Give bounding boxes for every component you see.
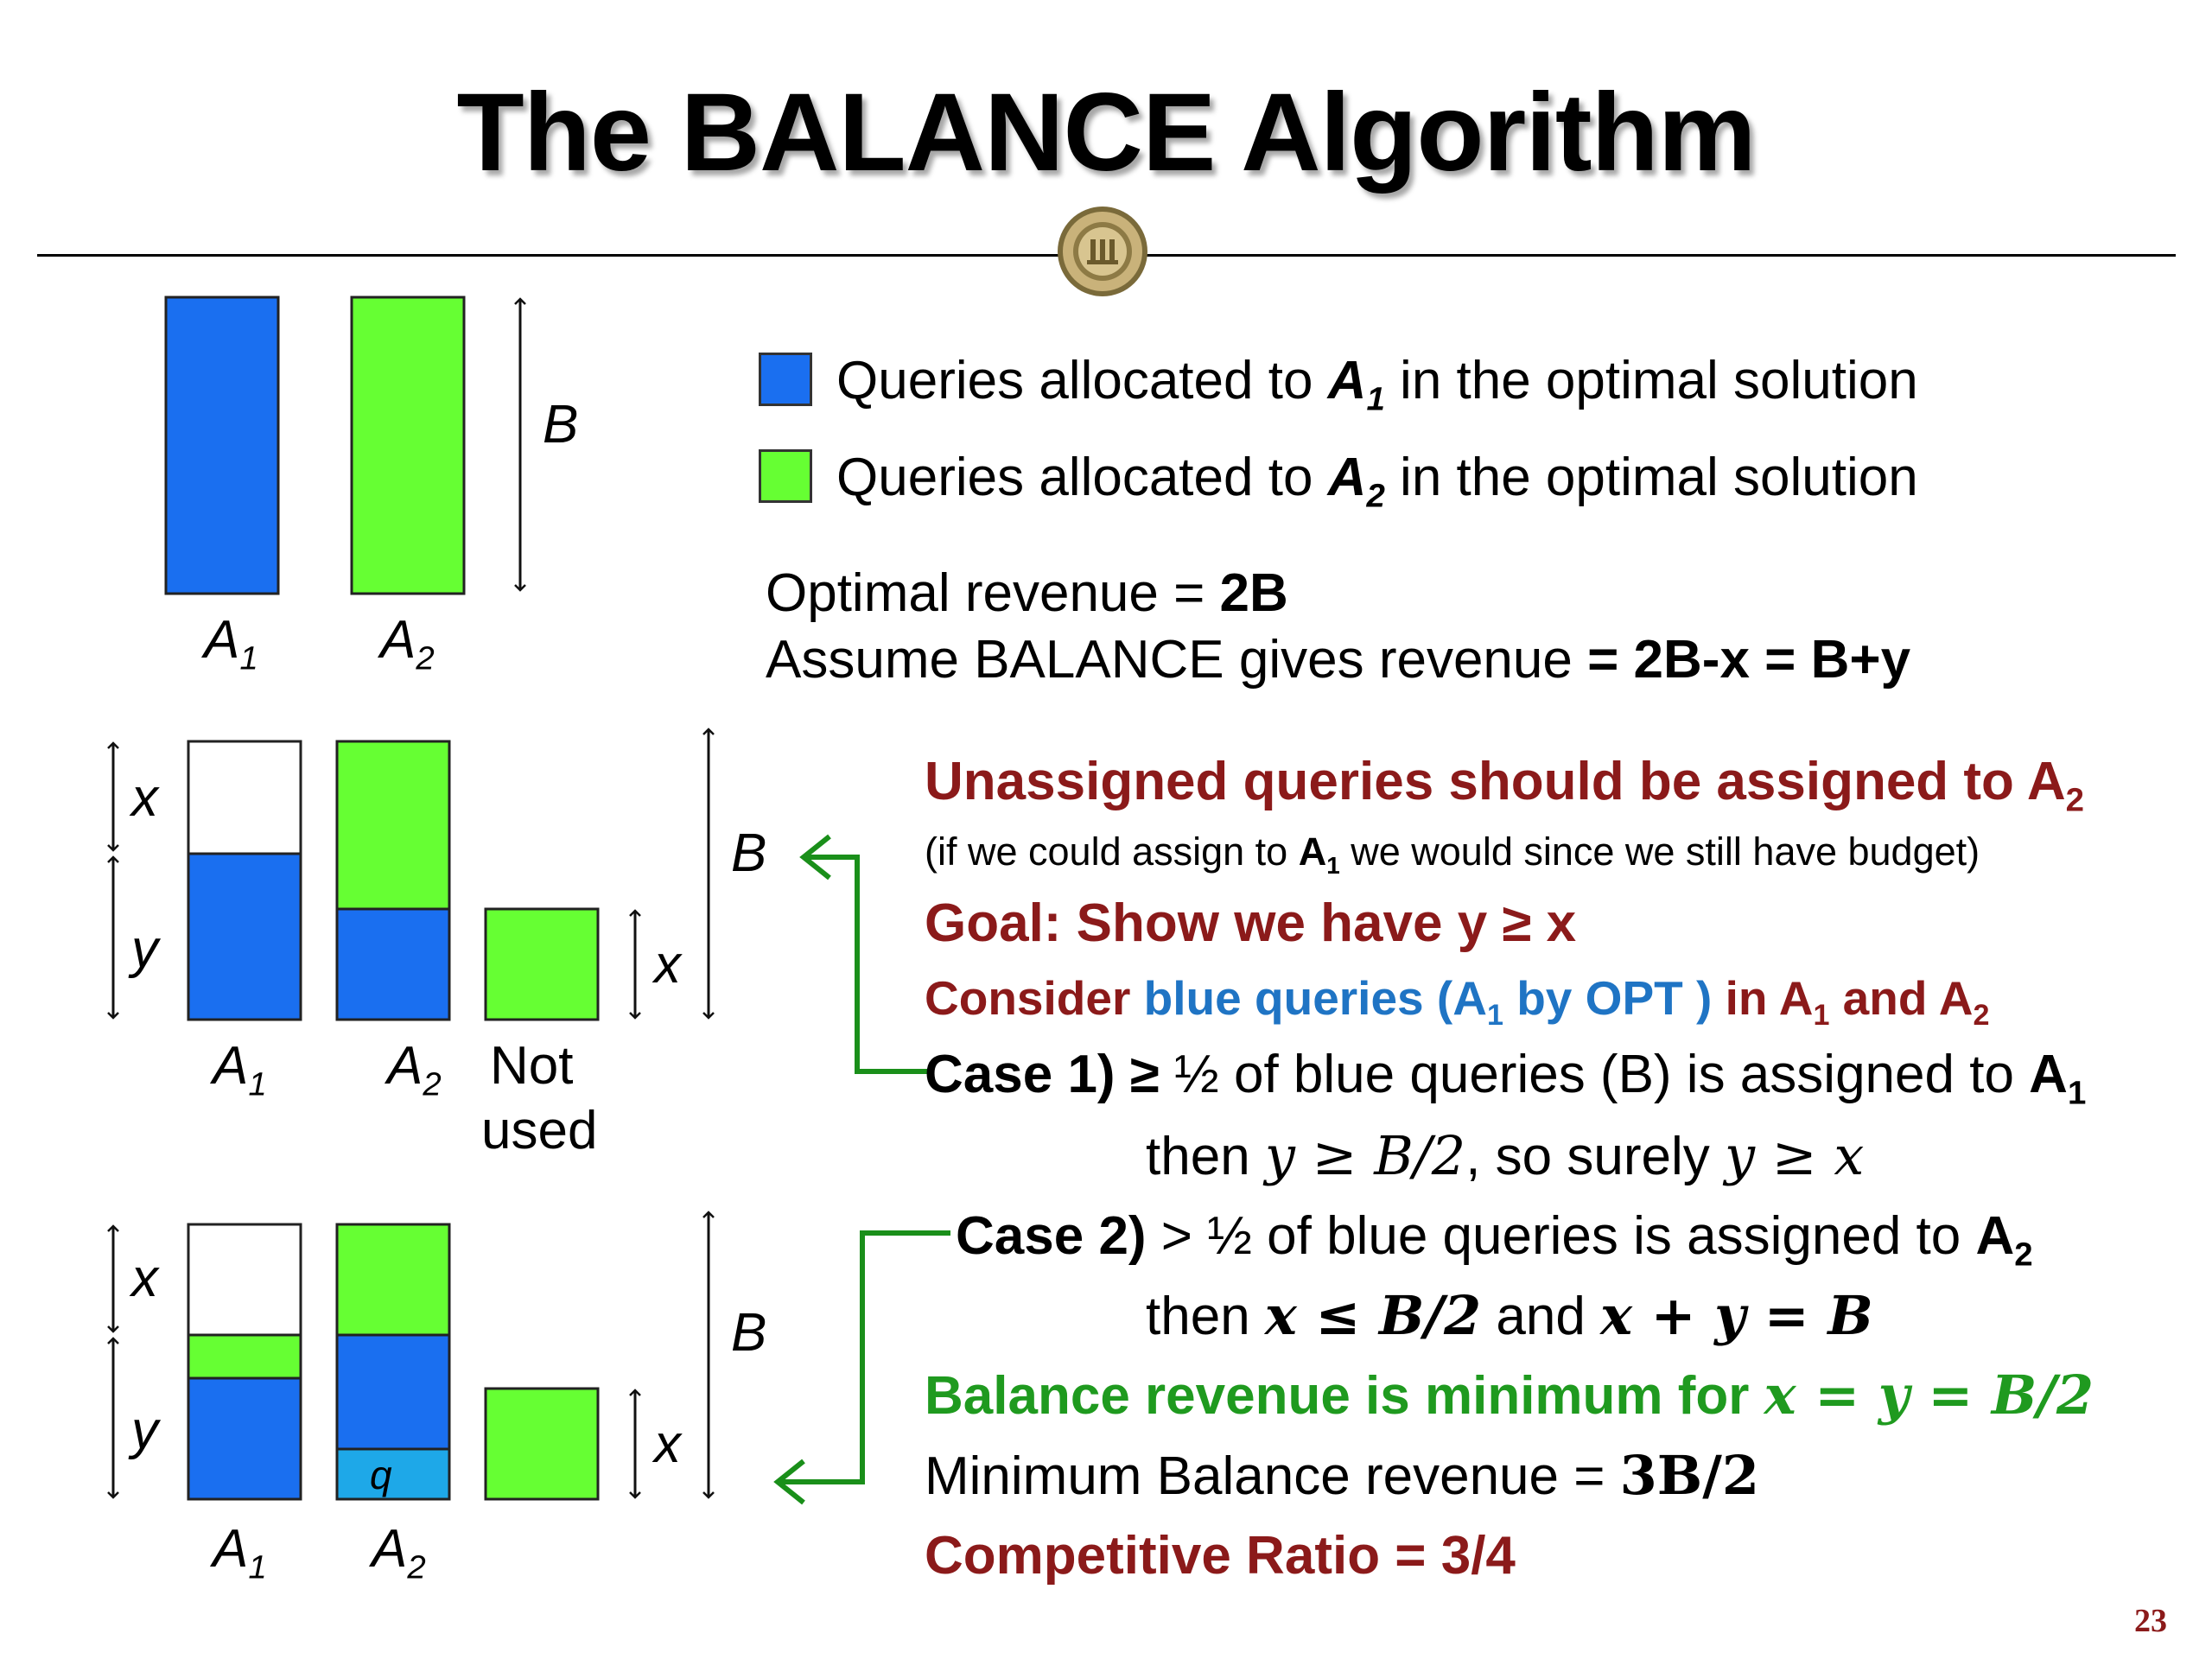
y-label-left-2: y xyxy=(131,919,158,979)
not-used-bar xyxy=(484,907,600,1021)
goal-statement: Goal: Show we have y ≥ x xyxy=(925,893,1577,953)
not-used-label-line1: Not xyxy=(490,1036,574,1096)
budget-label-3: B xyxy=(731,1303,767,1363)
consider-statement: Consider blue queries (A1 by OPT ) in A1… xyxy=(925,971,1990,1032)
legend-swatch-green xyxy=(759,449,812,503)
a2-q-segment-3 xyxy=(335,1447,451,1501)
x-label-left-2: x xyxy=(131,768,158,828)
unassigned-statement: Unassigned queries should be assigned to… xyxy=(925,752,2084,819)
case2-statement: Case 2) > ½ of blue queries is assigned … xyxy=(956,1206,2033,1274)
balance-minimum-statement: Balance revenue is minimum for x = y = B… xyxy=(925,1363,2094,1427)
budget-label-1: B xyxy=(543,395,579,454)
competitive-ratio: Competitive Ratio = 3/4 xyxy=(925,1526,1516,1586)
case2-arrowhead xyxy=(773,1459,805,1505)
a2-green-segment xyxy=(335,740,451,911)
a1-blue-segment xyxy=(187,852,302,1021)
optimal-revenue-line: Optimal revenue = 2B xyxy=(766,563,1288,623)
q-label: q xyxy=(370,1452,392,1497)
page-number: 23 xyxy=(2134,1603,2167,1639)
a2-blue-segment-3 xyxy=(335,1333,451,1451)
a1-unused-budget-3 xyxy=(187,1223,302,1337)
legend-swatch-blue xyxy=(759,353,812,406)
y-label-left-3: y xyxy=(131,1401,158,1460)
a1-label-2: A1 xyxy=(213,1036,267,1103)
a2-optimal-bar xyxy=(350,296,466,595)
case2-then: then x ≤ B/2 and x + y = B xyxy=(1146,1284,1873,1347)
case1-then: then y ≥ B/2, so surely y ≥ x xyxy=(1146,1124,1865,1187)
a2-label-3: A2 xyxy=(372,1519,426,1586)
a2-label-2: A2 xyxy=(387,1036,442,1103)
legend-a2-text: Queries allocated to A2 in the optimal s… xyxy=(836,448,1918,515)
not-used-bar-3 xyxy=(484,1387,600,1501)
case1-connector-arrow xyxy=(805,855,931,1074)
x-label-left-3: x xyxy=(131,1249,158,1308)
case1-arrowhead xyxy=(799,834,831,880)
university-seal-icon xyxy=(1058,207,1147,296)
a2-label-1: A2 xyxy=(380,610,435,677)
a2-green-segment-3 xyxy=(335,1223,451,1337)
a1-green-segment-3 xyxy=(187,1333,302,1380)
a1-label-3: A1 xyxy=(213,1519,267,1586)
a1-blue-segment-3 xyxy=(187,1376,302,1501)
a1-optimal-bar xyxy=(164,296,280,595)
case1-statement: Case 1) ≥ ½ of blue queries (B) is assig… xyxy=(925,1045,2087,1112)
minimum-balance-revenue: Minimum Balance revenue = 3B/2 xyxy=(925,1444,1759,1507)
a2-blue-segment xyxy=(335,907,451,1021)
unassigned-note: (if we could assign to A1 we would since… xyxy=(925,830,1980,879)
a1-unused-budget xyxy=(187,740,302,855)
x-label-right-3: x xyxy=(654,1414,681,1474)
balance-revenue-line: Assume BALANCE gives revenue = 2B-x = B+… xyxy=(766,630,1911,690)
slide-title: The BALANCE Algorithm xyxy=(456,71,1756,194)
budget-label-2: B xyxy=(731,823,767,883)
x-label-right-2: x xyxy=(654,935,681,995)
not-used-label-line2: used xyxy=(481,1101,598,1160)
case2-connector-arrow xyxy=(779,1230,950,1484)
a1-label-1: A1 xyxy=(204,610,258,677)
legend-a1-text: Queries allocated to A1 in the optimal s… xyxy=(836,351,1918,418)
